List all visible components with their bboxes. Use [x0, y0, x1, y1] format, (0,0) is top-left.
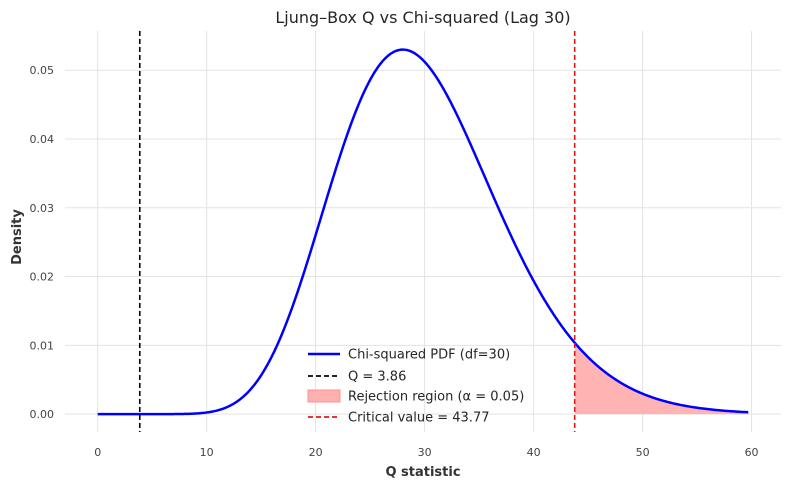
y-tick-label: 0.05 [30, 64, 55, 77]
curve-layer [97, 48, 749, 416]
x-tick-label: 20 [309, 446, 323, 459]
y-tick-label: 0.04 [30, 133, 55, 146]
legend-label-pdf: Chi-squared PDF (df=30) [348, 348, 510, 363]
x-tick-label: 0 [94, 446, 101, 459]
x-axis-label: Q statistic [385, 465, 460, 480]
rejection-region-area [574, 342, 749, 415]
chart-title: Ljung–Box Q vs Chi-squared (Lag 30) [275, 8, 570, 27]
x-tick-label: 40 [527, 446, 541, 459]
y-tick-label: 0.03 [30, 202, 55, 215]
rejection-region-layer [574, 342, 749, 415]
legend-label-q: Q = 3.86 [348, 370, 406, 385]
x-tick-label: 50 [636, 446, 650, 459]
legend-label-critical: Critical value = 43.77 [348, 411, 489, 426]
legend-swatch-rejection [307, 389, 341, 403]
x-tick-label: 10 [200, 446, 214, 459]
x-tick-label: 60 [745, 446, 759, 459]
x-tick-label: 30 [418, 446, 432, 459]
y-tick-label: 0.01 [30, 339, 55, 352]
legend-label-rejection: Rejection region (α = 0.05) [348, 390, 524, 405]
x-axis-ticks: 0 10 20 30 40 50 60 [94, 446, 758, 459]
legend: Chi-squared PDF (df=30) Q = 3.86 Rejecti… [307, 348, 524, 426]
y-axis-label: Density [10, 209, 25, 265]
reference-lines-layer [138, 31, 576, 432]
y-tick-label: 0.00 [30, 408, 55, 421]
y-tick-label: 0.02 [30, 271, 55, 284]
y-axis-ticks: 0.00 0.01 0.02 0.03 0.04 0.05 [30, 64, 55, 421]
chi-squared-pdf-line [97, 48, 749, 416]
